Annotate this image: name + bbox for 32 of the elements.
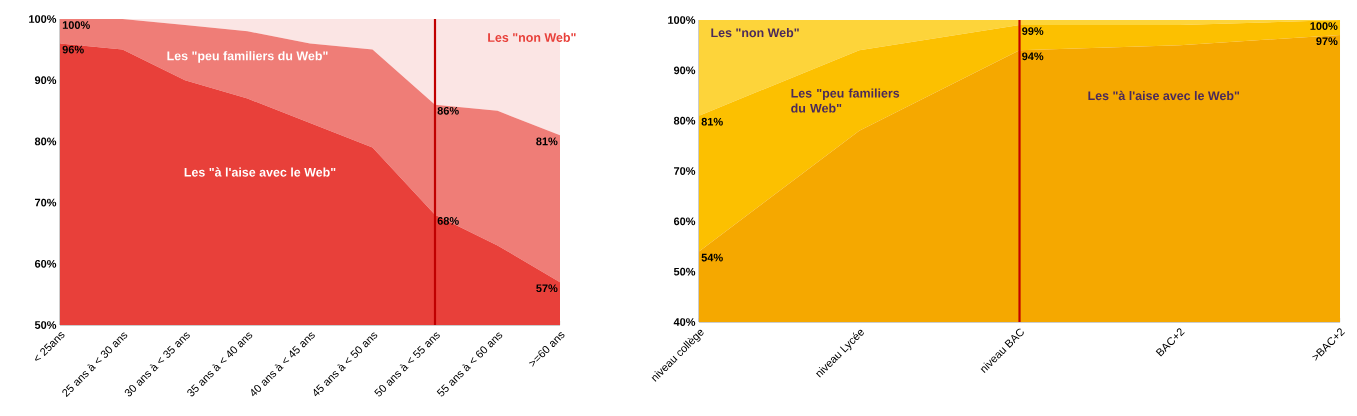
y-tick-label: 80% [34,137,57,146]
data-label: 96% [62,45,84,54]
data-label: 81% [536,137,558,146]
y-tick-label: 80% [673,116,696,125]
series-label: Les "à l'aise avec le Web" [184,167,336,177]
data-label: 86% [437,106,459,115]
data-label: 100% [62,21,90,29]
data-label: 99% [1022,27,1044,35]
data-label: 97% [1316,37,1338,46]
y-tick-label: 40% [673,318,696,326]
y-tick-label: 60% [34,259,57,268]
series-label: Les "à l'aise avec le Web" [1088,90,1240,101]
series-label: Les "peu familiers du Web" [167,51,328,63]
data-label: 68% [437,217,459,225]
y-tick-label: 100% [29,15,57,23]
data-label: 54% [701,253,723,262]
series-label: Les "peu familiers du Web" [791,88,900,113]
y-tick-label: 90% [34,76,57,85]
y-tick-label: 60% [673,217,696,226]
series-label: Les "non Web" [488,32,576,42]
y-tick-label: 100% [668,16,696,24]
data-label: 94% [1022,52,1044,61]
y-tick-label: 90% [673,66,696,75]
y-tick-label: 70% [674,167,696,175]
x-tick-label: 40 ans à < 45 ans [251,332,315,397]
data-label: 81% [701,117,723,126]
data-label: 57% [536,284,558,293]
y-tick-label: 50% [673,267,696,276]
data-label: 100% [1310,22,1338,30]
series-label: Les "non Web" [711,28,799,38]
y-tick-label: 50% [34,321,57,329]
y-tick-label: 70% [35,198,57,207]
